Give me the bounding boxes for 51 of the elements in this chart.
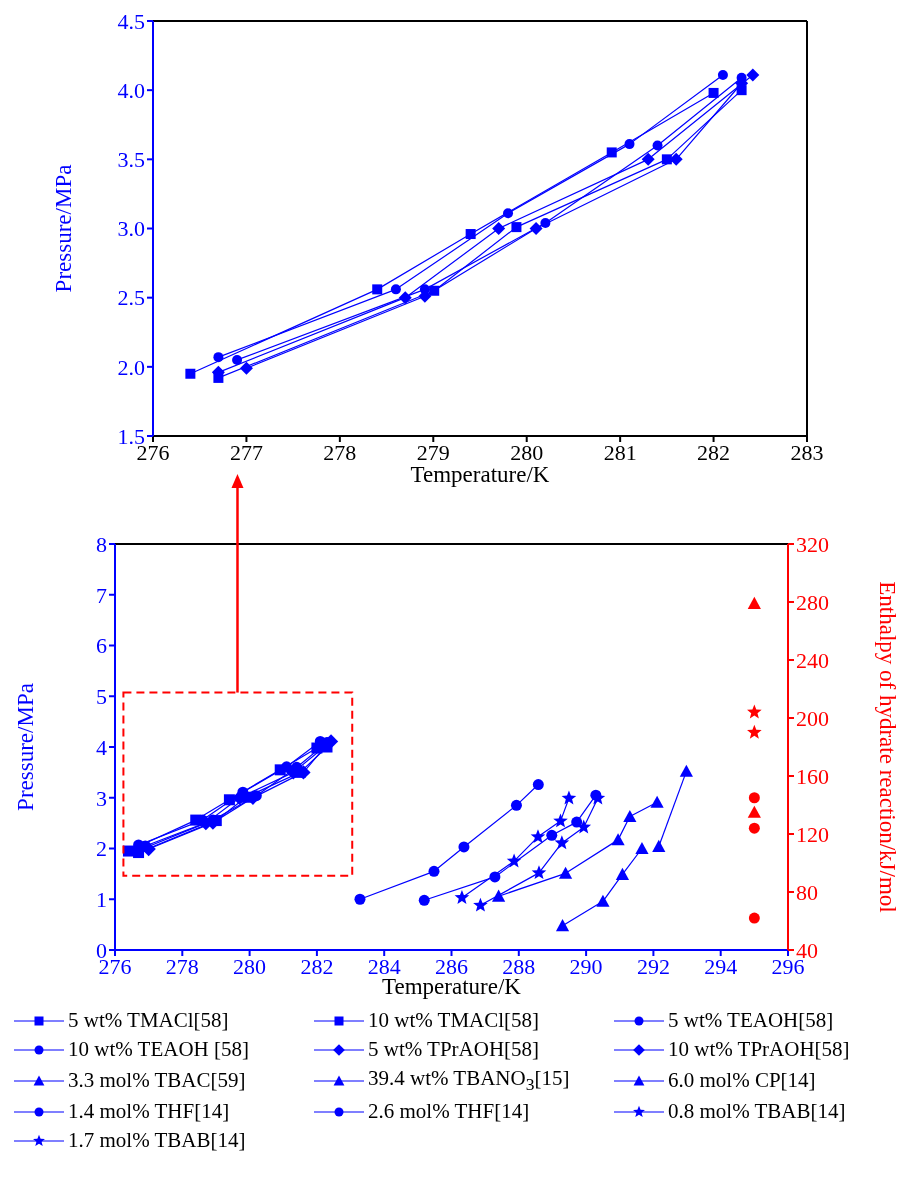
x-tick-label: 283 (790, 439, 824, 465)
y-tick-label: 2.0 (117, 354, 145, 380)
y-tick-label: 8 (96, 531, 107, 557)
legend-label: 1.7 mol% TBAB[14] (68, 1128, 246, 1154)
y-axis-title: Pressure/MPa (51, 164, 77, 293)
x-tick-label: 282 (697, 439, 731, 465)
y2-tick-label: 320 (796, 531, 829, 557)
y2-tick-label: 240 (796, 647, 829, 673)
y-tick-label: 1 (96, 887, 107, 913)
legend-label: 10 wt% TEAOH [58] (68, 1037, 250, 1062)
y2-tick-label: 80 (796, 879, 818, 905)
legend-label: 0.8 mol% TBAB[14] (668, 1099, 846, 1125)
y2-axis-title: Enthalpy of hydrate reaction/kJ/mol (874, 581, 900, 913)
y-tick-label: 3 (96, 785, 107, 811)
y-tick-label: 4 (96, 734, 107, 760)
x-axis-title: Temperature/K (410, 462, 550, 487)
x-tick-label: 282 (300, 953, 334, 979)
x-tick-label: 279 (416, 439, 450, 465)
y-tick-label: 3.5 (117, 147, 145, 173)
x-tick-label: 294 (704, 953, 738, 979)
legend-label: 6.0 mol% CP[14] (668, 1068, 816, 1094)
y2-tick-label: 280 (796, 589, 829, 615)
x-tick-label: 290 (569, 953, 603, 979)
y-tick-label: 4.5 (117, 8, 145, 34)
legend-label: 1.4 mol% THF[14] (68, 1099, 230, 1125)
y-tick-label: 4.0 (117, 77, 145, 103)
legend-label: 2.6 mol% THF[14] (368, 1099, 530, 1125)
x-tick-label: 278 (323, 439, 357, 465)
x-tick-label: 278 (165, 953, 199, 979)
legend-label: 39.4 wt% TBANO$_{3}$[15] (368, 1066, 570, 1096)
legend-label: 5 wt% TEAOH[58] (668, 1008, 834, 1033)
y-tick-label: 2.5 (117, 285, 145, 311)
y-tick-label: 2 (96, 836, 107, 862)
x-tick-label: 280 (510, 439, 544, 465)
legend-label: 3.3 mol% TBAC[59] (68, 1068, 246, 1094)
y-tick-label: 5 (96, 684, 107, 710)
legend-label: 5 wt% TMACl[58] (68, 1008, 229, 1033)
legend-label: 10 wt% TMACl[58] (368, 1008, 540, 1033)
y-axis-title: Pressure/MPa (13, 683, 39, 811)
y-tick-label: 6 (96, 633, 107, 659)
x-tick-label: 280 (233, 953, 267, 979)
x-tick-label: 277 (229, 439, 263, 465)
legend-label: 10 wt% TPrAOH[58] (668, 1037, 850, 1062)
y2-tick-label: 160 (796, 763, 829, 789)
legend-label: 5 wt% TPrAOH[58] (368, 1037, 540, 1062)
y-tick-label: 3.0 (117, 216, 145, 242)
y2-tick-label: 200 (796, 705, 829, 731)
y-tick-label: 7 (96, 582, 107, 608)
x-tick-label: 281 (603, 439, 637, 465)
y2-tick-label: 120 (796, 821, 829, 847)
x-tick-label: 292 (636, 953, 670, 979)
